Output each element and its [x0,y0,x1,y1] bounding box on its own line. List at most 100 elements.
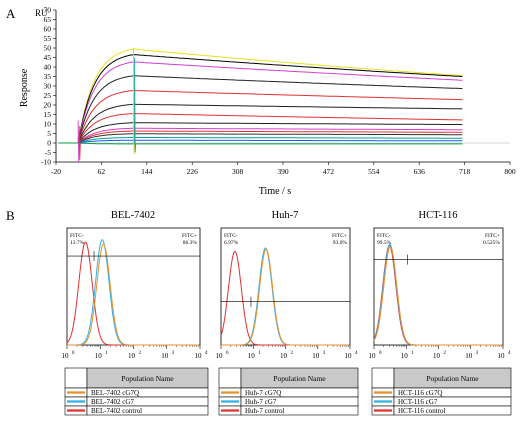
y-tick-label: 15 [44,110,52,119]
sensorgram-curve [58,133,463,144]
x-tick-label: 718 [459,167,471,176]
legend-header: Population Name [273,374,326,383]
x-tick-label: 390 [277,167,289,176]
sensorgram-curve [58,122,463,144]
histogram-title: HCT-116 [419,210,458,221]
legend-label: Huh-7 cG7Q [245,389,281,397]
histogram-curve [220,250,350,346]
y-tick-label: 0 [47,139,51,148]
x-tick-label: -20 [51,167,61,176]
x-tick-label: 10 [433,352,441,360]
x-tick-exponent: 0 [379,351,382,356]
x-tick-label: 10 [216,352,224,360]
x-tick-label: 10 [465,352,473,360]
panel-a-xlabel: Time / s [259,186,292,197]
x-tick-exponent: 2 [139,351,142,356]
histogram-curve [67,243,200,346]
y-tick-label: 50 [44,44,52,53]
gate-right-label: FITC+ [182,233,197,239]
panel-a-ylabel: Response [19,68,30,107]
y-tick-label: 40 [44,63,52,72]
y-tick-label: 60 [44,25,52,34]
histogram-curve [67,239,200,346]
x-tick-exponent: 3 [476,351,479,356]
x-tick-exponent: 2 [291,351,294,356]
sensorgram-curve [58,112,463,144]
sensorgram-curve [58,103,463,144]
panel-a-letter: A [6,6,16,21]
y-tick-label: 10 [44,120,52,129]
x-tick-label: 636 [414,167,426,176]
legend-header: Population Name [121,374,174,383]
injection-spike [133,47,136,155]
x-tick-label: 62 [98,167,106,176]
x-tick-exponent: 0 [72,351,75,356]
x-tick-exponent: 3 [323,351,326,356]
gate-right-value: 86.3% [183,240,198,246]
x-tick-label: 10 [498,352,506,360]
gate-left-label: FITC- [224,233,238,239]
y-tick-label: -5 [45,148,51,157]
histogram-title: BEL-7402 [111,210,155,221]
legend-label: BEL-7402 control [91,407,142,415]
x-tick-label: 10 [128,352,136,360]
x-tick-exponent: 0 [226,351,229,356]
histogram-curve [66,241,200,346]
gate-left-value: 13.7% [70,240,85,246]
y-tick-label: 45 [44,53,52,62]
legend-label: HCT-116 control [398,407,446,415]
legend-label: Huh-7 control [245,407,285,415]
y-tick-label: -10 [41,158,51,167]
legend-corner [64,367,88,389]
injection-spike [134,57,137,153]
x-tick-label: 10 [280,352,288,360]
histogram-frame [220,227,351,346]
legend-header: Population Name [426,374,479,383]
panel-b-letter: B [6,208,15,223]
sensorgram-curve [58,75,463,144]
y-tick-label: 25 [44,91,52,100]
x-tick-label: 554 [368,167,380,176]
panel-a-unit-label: RU [35,8,48,18]
sensorgram-curve [58,61,463,144]
legend-label-cell [393,405,512,416]
sensorgram-curve [58,90,463,144]
x-tick-label: 10 [312,352,320,360]
injection-spike [77,120,80,163]
y-tick-label: 20 [44,101,52,110]
y-tick-label: 70 [44,6,52,15]
injection-spike [78,125,81,161]
gate-left-value: 99.5% [377,240,392,246]
gate-left-value: 6.97% [224,240,239,246]
legend-label: BEL-7402 cG7 [91,398,134,406]
x-tick-label: 10 [195,352,203,360]
histogram-curve [221,247,350,346]
x-tick-label: 10 [161,352,169,360]
x-tick-label: 800 [504,167,516,176]
sensorgram-curve [58,54,463,144]
y-tick-label: 5 [47,129,51,138]
x-tick-label: 10 [345,352,353,360]
legend-label: BEL-7402 cG7Q [91,389,139,397]
legend-label: HCT-116 cG7 [398,398,438,406]
x-tick-exponent: 1 [411,351,414,356]
sensorgram-curve [58,137,463,144]
x-tick-label: 10 [401,352,409,360]
y-tick-label: 55 [44,34,52,43]
x-tick-label: 144 [141,167,153,176]
gate-left-label: FITC- [377,233,391,239]
gate-right-value: 93.0% [333,240,348,246]
x-tick-exponent: 1 [258,351,261,356]
legend-label: Huh-7 cG7 [245,398,277,406]
x-tick-label: 472 [323,167,335,176]
legend-label: HCT-116 cG7Q [398,389,442,397]
sensorgram-curve [58,48,463,144]
legend-corner [371,367,395,389]
x-tick-exponent: 4 [355,351,358,356]
sensorgram-curve [58,139,463,144]
x-tick-label: 10 [369,352,377,360]
gate-left-label: FITC- [70,233,84,239]
sensorgram-curve [58,142,463,145]
gate-right-value: 0.525% [483,240,500,246]
